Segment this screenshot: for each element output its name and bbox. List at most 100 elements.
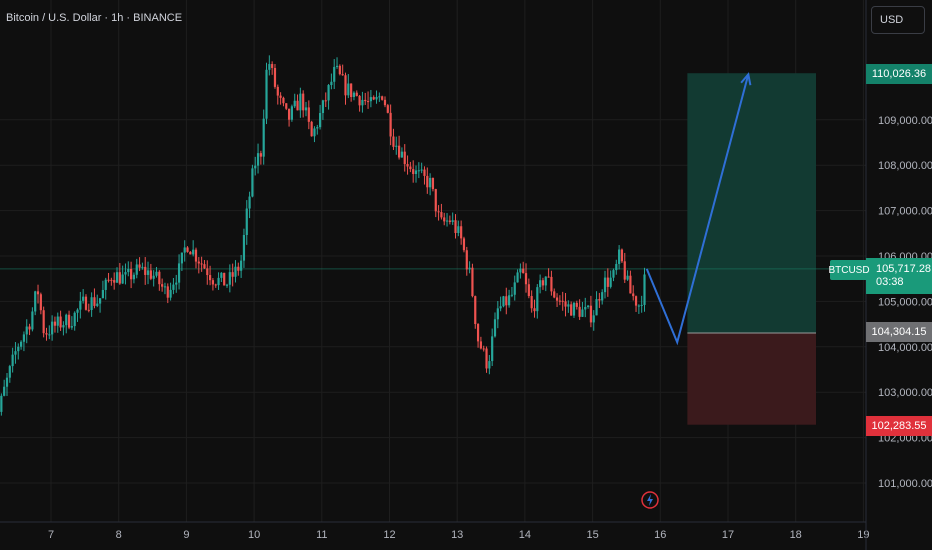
candle-up [586, 305, 590, 307]
candle-down [53, 321, 57, 326]
candle-up [192, 249, 195, 255]
candle-up [567, 304, 570, 307]
candle-up [70, 326, 73, 328]
time-tick-label: 16 [654, 529, 666, 541]
candle-down [364, 99, 367, 102]
time-tick-label: 11 [316, 529, 327, 541]
candle-up [76, 309, 79, 313]
candle-down [522, 268, 525, 274]
candle-down [186, 247, 189, 252]
price-tick-label: 107,000.00 [878, 206, 932, 218]
candle-down [203, 264, 206, 269]
candle-down [118, 272, 121, 284]
candle-down [223, 272, 226, 286]
candle-down [39, 294, 42, 311]
candle-down [166, 286, 169, 298]
entry-price-tag: 104,304.15 [866, 322, 932, 342]
candle-down [189, 251, 192, 255]
candle-down [161, 284, 164, 287]
candle-up [172, 284, 175, 290]
candle-down [443, 217, 446, 222]
candle-down [358, 95, 361, 106]
candle-up [601, 292, 604, 301]
candle-down [558, 300, 561, 302]
candle-up [378, 96, 381, 98]
candle-down [296, 100, 299, 111]
candle-up [65, 314, 68, 326]
ai-assistant-icon[interactable] [640, 490, 660, 510]
candle-down [28, 326, 31, 330]
candle-down [310, 121, 313, 137]
candle-down [59, 316, 62, 328]
candle-up [135, 264, 138, 275]
candle-down [344, 75, 347, 96]
candle-down [412, 169, 415, 175]
stop-price-tag: 102,283.55 [866, 416, 932, 436]
candle-up [493, 319, 497, 337]
candle-up [8, 366, 11, 378]
candle-up [251, 168, 254, 197]
candle-down [324, 100, 327, 102]
candle-down [589, 305, 593, 323]
time-tick-label: 12 [383, 529, 395, 541]
candle-down [553, 291, 556, 298]
candle-up [132, 274, 136, 280]
time-tick-label: 13 [451, 529, 463, 541]
candle-up [414, 170, 418, 175]
candle-down [564, 301, 567, 307]
candle-down [279, 95, 282, 98]
candle-down [606, 277, 609, 287]
candle-up [603, 277, 607, 293]
candle-up [352, 92, 356, 98]
candle-up [319, 113, 322, 128]
candle-down [462, 238, 466, 251]
candle-up [268, 64, 271, 70]
candle-up [127, 268, 130, 273]
candle-up [104, 279, 107, 290]
candle-down [158, 271, 161, 285]
candle-up [17, 346, 20, 352]
candle-up [234, 266, 237, 277]
candle-up [321, 100, 325, 114]
time-tick-label: 15 [586, 529, 598, 541]
candle-up [98, 298, 102, 304]
candle-down [237, 266, 240, 271]
candle-up [152, 275, 155, 279]
candle-down [426, 175, 429, 188]
projection-arrow [645, 74, 750, 346]
candle-down [403, 151, 406, 165]
candle-down [465, 250, 468, 270]
candle-down [634, 296, 638, 306]
currency-button[interactable]: USD [871, 6, 925, 34]
last-price-tag: 105,717.28 03:38 [866, 258, 932, 294]
candle-down [138, 264, 141, 268]
candle-up [581, 309, 584, 317]
candle-up [445, 220, 449, 222]
candle-up [316, 127, 319, 129]
candle-up [146, 270, 150, 275]
candle-down [36, 291, 40, 295]
candle-down [271, 64, 274, 68]
candle-down [555, 297, 559, 301]
candle-up [240, 260, 243, 271]
candle-down [524, 273, 528, 285]
last-price-value: 105,717.28 [876, 263, 932, 275]
candle-up [451, 220, 454, 222]
target-price-tag: 110,026.36 [866, 64, 932, 84]
candle-up [48, 334, 51, 336]
candle-up [3, 386, 6, 396]
candle-up [333, 66, 336, 82]
candle-up [643, 274, 646, 305]
candle-down [541, 280, 545, 286]
symbol-badge: BTCUSD [828, 260, 870, 280]
candle-down [440, 212, 443, 218]
candle-down [431, 177, 435, 190]
candle-down [448, 220, 451, 222]
candle-up [299, 93, 302, 111]
candle-up [79, 300, 82, 310]
candle-up [121, 274, 124, 284]
candle-down [623, 261, 626, 280]
candle-down [84, 296, 88, 310]
candle-down [107, 279, 110, 281]
